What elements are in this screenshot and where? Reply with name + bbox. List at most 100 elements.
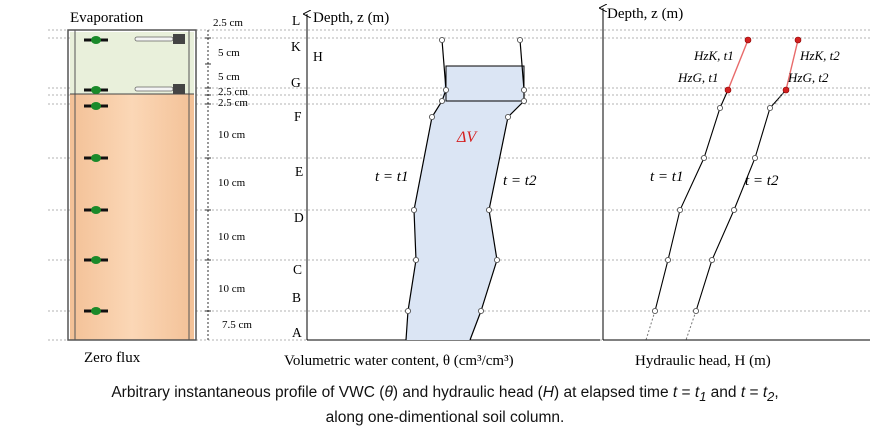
figure-caption: Arbitrary instantaneous profile of VWC (…	[0, 382, 890, 428]
column-outer-wall	[67, 29, 197, 341]
sensor	[84, 86, 108, 94]
sensor	[84, 206, 108, 214]
vwc-point	[516, 36, 524, 44]
head-point	[676, 206, 684, 214]
head-t2-label: t = t2	[745, 173, 779, 189]
spacing-label: 10 cm	[218, 129, 246, 141]
depth-letter: B	[292, 290, 301, 305]
depth-letters: L K H G F E D C B A	[291, 13, 323, 340]
head-point-hzk-t1	[744, 36, 752, 44]
spacing-label: 5 cm	[218, 47, 240, 59]
depth-letter: A	[292, 325, 302, 340]
vwc-t1-label: t = t1	[375, 169, 408, 185]
head-x-axis-label: Hydraulic head, H (m)	[635, 353, 771, 369]
sensor	[84, 307, 108, 315]
vwc-t2-label: t = t2	[503, 173, 537, 189]
depth-letter: K	[291, 39, 301, 54]
head-point-hzg-t2	[782, 86, 790, 94]
head-curve-t1	[654, 89, 729, 312]
sensor	[84, 154, 108, 162]
depth-letter: C	[293, 262, 302, 277]
vwc-point	[504, 113, 512, 121]
delta-v-region	[406, 66, 524, 340]
spacing-label: 10 cm	[218, 283, 246, 295]
head-points-t1	[651, 104, 724, 315]
delta-v-top-box	[445, 65, 525, 102]
vwc-points-t1	[404, 36, 450, 315]
spacing-label: 2.5 cm	[218, 97, 248, 109]
head-point	[766, 104, 774, 112]
vwc-point	[442, 86, 450, 94]
vwc-panel: L K H G F E D C B A Depth, z (m) Volumet…	[284, 10, 600, 369]
vwc-point	[438, 36, 446, 44]
spacing-labels: 2.5 cm 5 cm 5 cm 2.5 cm 2.5 cm 10 cm 10 …	[213, 17, 252, 331]
vwc-point	[485, 206, 493, 214]
caption-line-1: Arbitrary instantaneous profile of VWC (…	[111, 384, 779, 405]
depth-letter: H	[313, 49, 323, 64]
vwc-point	[428, 113, 436, 121]
head-point	[730, 206, 738, 214]
vwc-point	[438, 97, 446, 105]
tensiometers	[134, 34, 185, 94]
vwc-y-axis-label: Depth, z (m)	[313, 10, 389, 26]
head-points-t2	[692, 104, 774, 315]
vwc-x-axis-label: Volumetric water content, θ (cm³/cm³)	[284, 353, 514, 369]
caption-line-2: along one-dimentional soil column.	[325, 409, 565, 427]
label-hzk-t1: HzK, t1	[693, 48, 734, 63]
head-point	[664, 256, 672, 264]
spacing-label: 2.5 cm	[213, 17, 243, 29]
tensiometer	[134, 34, 185, 44]
head-panel: Depth, z (m) Hydraulic head, H (m)	[603, 6, 870, 369]
head-y-axis-label: Depth, z (m)	[607, 6, 683, 22]
head-curve-t1-extension	[645, 310, 656, 341]
head-point-hzg-t1	[724, 86, 732, 94]
soil-column: Evaporation Zero flux 2.5 cm 5 cm 5 cm 2…	[67, 10, 252, 366]
sensor	[84, 256, 108, 264]
head-point	[700, 154, 708, 162]
vwc-point	[520, 86, 528, 94]
head-key-points	[724, 36, 802, 94]
column-top-label: Evaporation	[70, 10, 144, 26]
head-curve-t2-extension	[685, 310, 697, 341]
vwc-point	[410, 206, 418, 214]
spacing-label: 2.5 cm	[218, 86, 248, 98]
head-point	[751, 154, 759, 162]
depth-letter: F	[294, 109, 302, 124]
head-point	[708, 256, 716, 264]
head-point	[692, 307, 700, 315]
vwc-sensors	[84, 36, 108, 315]
column-bottom-label: Zero flux	[84, 350, 141, 366]
soil-lower-layer	[70, 94, 194, 340]
depth-letter: D	[294, 210, 304, 225]
tensiometer	[134, 84, 185, 94]
label-hzg-t1: HzG, t1	[677, 70, 718, 85]
spacing-label: 10 cm	[218, 231, 246, 243]
head-gradient-t2	[785, 39, 799, 91]
vwc-point	[412, 256, 420, 264]
spacing-label: 10 cm	[218, 177, 246, 189]
depth-letter: E	[295, 164, 303, 179]
head-point	[651, 307, 659, 315]
sensor	[84, 102, 108, 110]
vwc-point	[477, 307, 485, 315]
vwc-point	[493, 256, 501, 264]
depth-letter: L	[292, 13, 300, 28]
head-point-hzk-t2	[794, 36, 802, 44]
spacing-label: 5 cm	[218, 71, 240, 83]
spacing-label: 7.5 cm	[222, 319, 252, 331]
label-hzg-t2: HzG, t2	[787, 70, 829, 85]
head-t2-connector	[774, 89, 787, 105]
vwc-point	[520, 97, 528, 105]
head-curve-t2	[695, 89, 787, 312]
delta-v-label: ΔV	[456, 129, 478, 146]
sensor	[84, 36, 108, 44]
head-gradient-t1	[727, 39, 749, 91]
vwc-point	[404, 307, 412, 315]
head-point	[716, 104, 724, 112]
depth-letter: G	[291, 75, 301, 90]
head-t1-label: t = t1	[650, 169, 683, 185]
label-hzk-t2: HzK, t2	[799, 48, 840, 63]
vwc-points-t2	[477, 36, 528, 315]
spacing-scale	[205, 30, 211, 340]
